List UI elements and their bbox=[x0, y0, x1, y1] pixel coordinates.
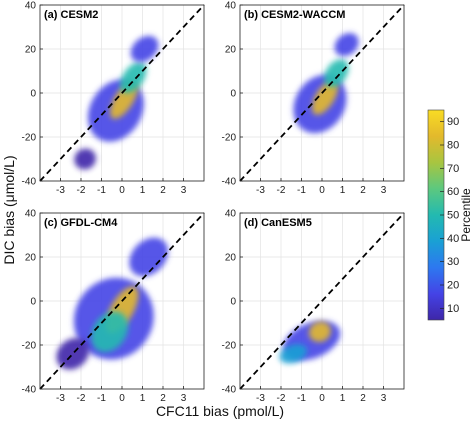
density-blob bbox=[129, 237, 169, 277]
x-tick-label: -3 bbox=[56, 185, 65, 196]
y-tick-label: 0 bbox=[230, 89, 236, 100]
panel-title: (c) GFDL-CM4 bbox=[44, 217, 118, 229]
x-tick-label: -1 bbox=[297, 393, 306, 404]
x-tick-label: 1 bbox=[140, 393, 146, 404]
x-tick-label: 3 bbox=[381, 393, 387, 404]
y-tick-label: -40 bbox=[22, 177, 37, 188]
panel-title: (d) CanESM5 bbox=[244, 217, 312, 229]
x-tick-label: -3 bbox=[56, 393, 65, 404]
colorbar-tick-label: 90 bbox=[447, 116, 459, 128]
y-tick-label: -20 bbox=[222, 341, 237, 352]
panel-4: -3 -2 -1 0 1 2 3 -40 -20 0 20 40 (d) CanESM5 bbox=[222, 209, 405, 404]
density-blob bbox=[308, 321, 331, 342]
x-tick-label: 0 bbox=[119, 185, 125, 196]
y-tick-label: 20 bbox=[225, 253, 237, 264]
y-tick-label: -20 bbox=[22, 133, 37, 144]
x-tick-label: 3 bbox=[181, 185, 187, 196]
y-tick-label: -20 bbox=[222, 133, 237, 144]
panel-1: -3 -2 -1 0 1 2 3 -40 -20 0 20 40 (a) CESM2 bbox=[22, 1, 205, 196]
x-tick-label: -1 bbox=[297, 185, 306, 196]
colorbar: Percentile 10 20 30 40 50 60 70 80 90 bbox=[427, 109, 473, 321]
x-tick-label: 2 bbox=[360, 393, 366, 404]
y-tick-label: 0 bbox=[30, 297, 36, 308]
x-tick-label: -1 bbox=[97, 393, 106, 404]
density-blob bbox=[91, 311, 129, 353]
density-blob bbox=[279, 344, 308, 364]
x-tick-label: -3 bbox=[256, 185, 265, 196]
density-field bbox=[279, 320, 341, 364]
x-tick-label: 0 bbox=[119, 393, 125, 404]
panel-title: (b) CESM2-WACCM bbox=[244, 9, 345, 21]
x-tick-label: 1 bbox=[340, 185, 346, 196]
density-blob bbox=[130, 35, 159, 63]
y-tick-label: 20 bbox=[225, 45, 237, 56]
y-tick-label: 20 bbox=[25, 253, 37, 264]
one-to-one-line bbox=[39, 212, 205, 390]
y-tick-label: -20 bbox=[22, 341, 37, 352]
y-tick-label: 40 bbox=[225, 209, 237, 220]
one-to-one-line bbox=[39, 4, 205, 182]
x-tick-label: 2 bbox=[360, 185, 366, 196]
x-tick-label: -2 bbox=[77, 393, 86, 404]
one-to-one-line bbox=[239, 212, 405, 390]
panel-2: -3 -2 -1 0 1 2 3 -40 -20 0 20 40 (b) CESM2-WACCM bbox=[222, 1, 405, 196]
density-field bbox=[293, 33, 359, 134]
one-to-one-line bbox=[239, 4, 405, 182]
y-tick-label: -40 bbox=[22, 385, 37, 396]
y-tick-label: 0 bbox=[30, 89, 36, 100]
colorbar-tick-label: 80 bbox=[447, 140, 459, 152]
x-tick-label: 3 bbox=[381, 185, 387, 196]
colorbar-tick-label: 20 bbox=[447, 280, 459, 292]
colorbar-tick-label: 70 bbox=[447, 163, 459, 175]
colorbar-tick-label: 30 bbox=[447, 256, 459, 268]
density-blob bbox=[334, 33, 359, 57]
colorbar-label: Percentile bbox=[459, 188, 473, 242]
y-tick-label: -40 bbox=[222, 385, 237, 396]
density-field bbox=[56, 237, 169, 370]
x-tick-label: 2 bbox=[160, 393, 166, 404]
density-blob bbox=[74, 148, 96, 170]
colorbar-tick-label: 60 bbox=[447, 186, 459, 198]
x-tick-label: 2 bbox=[160, 185, 166, 196]
y-tick-label: 40 bbox=[225, 1, 237, 12]
colorbar-tick-label: 50 bbox=[447, 210, 459, 222]
y-tick-label: -40 bbox=[222, 177, 237, 188]
x-tick-label: 0 bbox=[319, 393, 325, 404]
density-blob bbox=[56, 338, 90, 370]
x-tick-label: -2 bbox=[77, 185, 86, 196]
density-blob bbox=[120, 62, 147, 94]
density-field bbox=[74, 35, 159, 170]
density-blob bbox=[324, 59, 349, 88]
x-tick-label: 1 bbox=[140, 185, 146, 196]
density-blob bbox=[311, 79, 339, 115]
colorbar-tick-label: 40 bbox=[447, 233, 459, 245]
x-tick-label: -1 bbox=[97, 185, 106, 196]
x-tick-label: -2 bbox=[277, 185, 286, 196]
x-tick-label: -3 bbox=[256, 393, 265, 404]
x-tick-label: 0 bbox=[319, 185, 325, 196]
y-tick-label: 40 bbox=[25, 1, 37, 12]
panel-3: -3 -2 -1 0 1 2 3 -40 -20 0 20 40 (c) GFDL-CM4 bbox=[22, 209, 205, 404]
y-tick-label: 0 bbox=[230, 297, 236, 308]
x-tick-label: 3 bbox=[181, 393, 187, 404]
x-tick-label: -2 bbox=[277, 393, 286, 404]
colorbar-tick-label: 10 bbox=[447, 303, 459, 315]
y-tick-label: 40 bbox=[25, 209, 37, 220]
panel-title: (a) CESM2 bbox=[44, 9, 98, 21]
x-tick-label: 1 bbox=[340, 393, 346, 404]
x-axis-label: CFC11 bias (pmol/L) bbox=[156, 403, 284, 419]
y-axis-label: DIC bias (μmol/L) bbox=[1, 155, 17, 264]
y-tick-label: 20 bbox=[25, 45, 37, 56]
